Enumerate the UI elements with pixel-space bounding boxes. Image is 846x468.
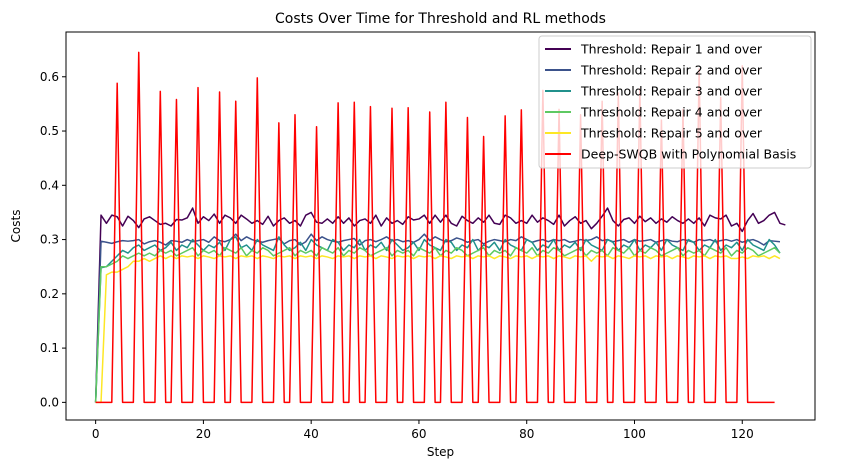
y-tick-label: 0.3 — [40, 233, 59, 247]
y-tick-label: 0.1 — [40, 341, 59, 355]
plot-area — [65, 31, 816, 421]
series-line-4 — [94, 246, 781, 403]
series-line-5 — [95, 255, 781, 404]
chart-title: Costs Over Time for Threshold and RL met… — [275, 11, 606, 27]
x-tick-label: 0 — [92, 427, 100, 441]
x-axis-label: Step — [427, 445, 454, 459]
legend: Threshold: Repair 1 and over Threshold: R… — [538, 35, 812, 169]
x-tick-label: 80 — [519, 427, 534, 441]
y-tick-label: 0.2 — [40, 287, 59, 301]
y-tick-label: 0.6 — [40, 70, 59, 84]
x-tick-label: 20 — [196, 427, 211, 441]
legend-label: Threshold: Repair 4 and over — [580, 105, 763, 120]
series-layer — [94, 51, 786, 404]
y-axis-label: Costs — [9, 210, 23, 243]
x-tick-label: 100 — [623, 427, 646, 441]
legend-box — [538, 35, 812, 169]
y-tick-label: 0.0 — [40, 395, 59, 409]
series-line-1 — [94, 207, 786, 403]
x-axis: 0 20 40 60 80 100 120 — [92, 420, 754, 441]
series-line-3 — [94, 236, 781, 403]
legend-label: Threshold: Repair 3 and over — [580, 84, 763, 99]
legend-label: Threshold: Repair 2 and over — [580, 63, 763, 78]
y-tick-label: 0.4 — [40, 178, 59, 192]
x-tick-label: 40 — [304, 427, 319, 441]
legend-label: Deep-SWQB with Polynomial Basis — [581, 147, 796, 162]
y-tick-label: 0.5 — [40, 124, 59, 138]
legend-label: Threshold: Repair 1 and over — [580, 42, 763, 57]
legend-label: Threshold: Repair 5 and over — [580, 126, 763, 141]
plot-frame — [65, 31, 816, 421]
x-tick-label: 120 — [731, 427, 754, 441]
x-tick-label: 60 — [411, 427, 426, 441]
y-axis: 0.0 0.1 0.2 0.3 0.4 0.5 0.6 — [40, 70, 66, 409]
